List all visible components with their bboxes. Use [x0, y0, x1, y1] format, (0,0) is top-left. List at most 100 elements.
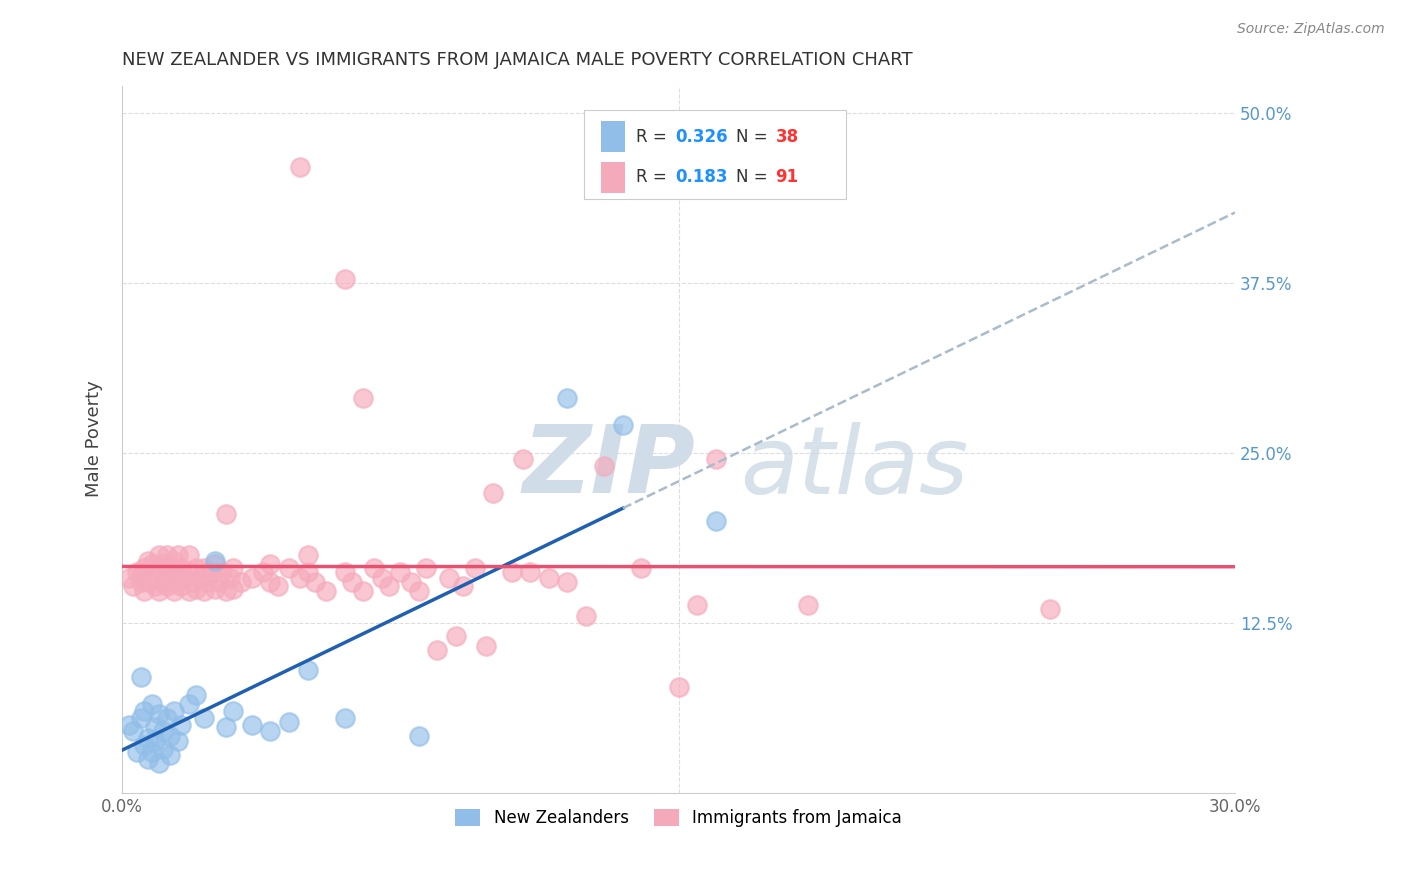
Point: [215, 507, 238, 521]
Point: [193, 561, 215, 575]
Point: [215, 720, 238, 734]
Point: [129, 568, 152, 582]
Point: [170, 561, 193, 575]
Point: [152, 724, 174, 739]
Text: R =: R =: [637, 128, 672, 145]
Point: [166, 548, 188, 562]
Point: [159, 574, 181, 589]
Point: [297, 663, 319, 677]
Point: [136, 574, 159, 589]
Point: [122, 724, 145, 739]
Point: [612, 418, 634, 433]
Point: [519, 566, 541, 580]
Point: [155, 566, 177, 580]
Point: [148, 561, 170, 575]
Point: [155, 548, 177, 562]
Point: [333, 711, 356, 725]
Point: [297, 566, 319, 580]
Text: ZIP: ZIP: [523, 421, 696, 514]
Point: [166, 566, 188, 580]
Point: [148, 756, 170, 770]
Point: [200, 566, 222, 580]
Point: [134, 561, 156, 575]
Point: [267, 579, 290, 593]
Point: [704, 514, 727, 528]
Point: [159, 561, 181, 575]
Point: [204, 558, 226, 572]
Point: [333, 271, 356, 285]
Text: N =: N =: [737, 169, 773, 186]
Point: [186, 688, 208, 702]
Point: [537, 571, 560, 585]
Point: [222, 582, 245, 596]
Point: [141, 698, 163, 712]
Point: [125, 566, 148, 580]
Point: [148, 584, 170, 599]
Point: [229, 574, 252, 589]
Point: [555, 574, 578, 589]
Point: [215, 584, 238, 599]
Point: [141, 745, 163, 759]
Point: [155, 711, 177, 725]
Point: [240, 717, 263, 731]
Point: [630, 561, 652, 575]
Point: [134, 704, 156, 718]
Point: [315, 584, 337, 599]
Point: [278, 561, 301, 575]
Point: [501, 566, 523, 580]
Point: [155, 579, 177, 593]
Point: [512, 452, 534, 467]
Y-axis label: Male Poverty: Male Poverty: [86, 381, 103, 498]
Point: [401, 574, 423, 589]
Point: [222, 704, 245, 718]
Point: [177, 698, 200, 712]
Bar: [600, 121, 626, 152]
Point: [166, 734, 188, 748]
Point: [668, 680, 690, 694]
Point: [122, 579, 145, 593]
Point: [352, 392, 374, 406]
Point: [278, 714, 301, 729]
Point: [145, 734, 167, 748]
Point: [363, 561, 385, 575]
Point: [170, 717, 193, 731]
Point: [408, 729, 430, 743]
Point: [125, 745, 148, 759]
Point: [136, 554, 159, 568]
Point: [207, 574, 229, 589]
Point: [129, 574, 152, 589]
Point: [145, 720, 167, 734]
Point: [177, 584, 200, 599]
Point: [152, 574, 174, 589]
Point: [134, 584, 156, 599]
Point: [177, 548, 200, 562]
FancyBboxPatch shape: [583, 111, 845, 199]
Bar: [600, 161, 626, 193]
Point: [218, 571, 240, 585]
Point: [188, 571, 211, 585]
Point: [297, 548, 319, 562]
Point: [136, 752, 159, 766]
Point: [426, 643, 449, 657]
Point: [159, 729, 181, 743]
Point: [129, 711, 152, 725]
Point: [259, 558, 281, 572]
Point: [474, 639, 496, 653]
Point: [575, 608, 598, 623]
Point: [686, 598, 709, 612]
Point: [174, 571, 197, 585]
Legend: New Zealanders, Immigrants from Jamaica: New Zealanders, Immigrants from Jamaica: [449, 802, 908, 834]
Point: [204, 554, 226, 568]
Point: [148, 548, 170, 562]
Point: [704, 452, 727, 467]
Point: [797, 598, 820, 612]
Point: [145, 579, 167, 593]
Point: [444, 629, 467, 643]
Point: [555, 392, 578, 406]
Point: [437, 571, 460, 585]
Point: [408, 584, 430, 599]
Point: [166, 574, 188, 589]
Point: [193, 584, 215, 599]
Point: [129, 670, 152, 684]
Point: [118, 717, 141, 731]
